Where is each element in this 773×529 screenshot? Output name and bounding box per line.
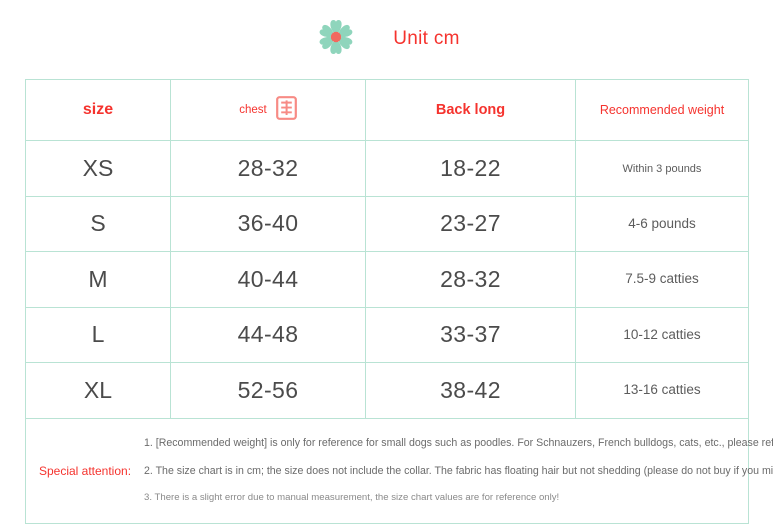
note-list: 1. [Recommended weight] is only for refe… xyxy=(144,437,773,504)
cell-size: M xyxy=(25,251,171,308)
value-recommended-weight: 13-16 catties xyxy=(623,382,701,398)
cell-back-long: 28-32 xyxy=(365,251,576,308)
cell-size: S xyxy=(25,195,171,252)
value-back-long: 38-42 xyxy=(440,376,501,403)
cell-chest: 40-44 xyxy=(170,251,366,308)
cell-recommended-weight: 13-16 catties xyxy=(575,362,749,419)
note-item: 3. There is a slight error due to manual… xyxy=(144,492,560,504)
note-item: 1. [Recommended weight] is only for refe… xyxy=(144,437,773,450)
value-back-long: 23-27 xyxy=(440,210,501,237)
header-label-recommended-weight: Recommended weight xyxy=(599,103,725,117)
cell-recommended-weight: 7.5-9 catties xyxy=(575,251,749,308)
value-back-long: 28-32 xyxy=(440,265,501,292)
value-chest: 40-44 xyxy=(237,265,299,292)
value-back-long: 33-37 xyxy=(440,321,501,348)
measure-tag-icon xyxy=(275,95,297,125)
value-recommended-weight: 4-6 pounds xyxy=(628,215,696,231)
table-row: M 40-44 28-32 7.5-9 catties xyxy=(25,251,749,308)
table-row: XL 52-56 38-42 13-16 catties xyxy=(25,362,749,419)
header-cell-back-long: Back long xyxy=(365,79,576,141)
table-row: S 36-40 23-27 4-6 pounds xyxy=(25,195,749,252)
flower-icon xyxy=(313,14,359,65)
cell-recommended-weight: 4-6 pounds xyxy=(575,195,749,252)
cell-size: XL xyxy=(25,362,171,419)
cell-size: L xyxy=(25,306,171,363)
value-recommended-weight: Within 3 pounds xyxy=(622,163,702,176)
value-recommended-weight: 10-12 catties xyxy=(623,326,701,342)
cell-recommended-weight: 10-12 catties xyxy=(575,306,749,363)
header-cell-recommended-weight: Recommended weight xyxy=(575,79,749,141)
table-row: L 44-48 33-37 10-12 catties xyxy=(25,306,749,363)
value-size: L xyxy=(91,321,105,348)
table-header-row: size chest xyxy=(25,79,749,141)
value-back-long: 18-22 xyxy=(440,154,501,181)
value-chest: 52-56 xyxy=(237,376,299,403)
cell-chest: 52-56 xyxy=(170,362,366,419)
header-cell-size: size xyxy=(25,79,171,141)
header-cell-chest: chest xyxy=(170,79,366,141)
cell-size: XS xyxy=(25,140,171,197)
cell-back-long: 18-22 xyxy=(365,140,576,197)
header-label-size: size xyxy=(82,101,114,118)
cell-chest: 28-32 xyxy=(170,140,366,197)
footer-note-cell: Special attention: 1. [Recommended weigh… xyxy=(25,417,773,524)
unit-label: Unit cm xyxy=(393,28,460,49)
cell-recommended-weight: Within 3 pounds xyxy=(575,140,749,197)
value-recommended-weight: 7.5-9 catties xyxy=(625,271,699,287)
value-size: XS xyxy=(82,154,114,181)
note-item: 2. The size chart is in cm; the size doe… xyxy=(144,464,773,477)
value-chest: 44-48 xyxy=(237,321,299,348)
cell-chest: 36-40 xyxy=(170,195,366,252)
value-chest: 36-40 xyxy=(237,210,299,237)
value-size: XL xyxy=(83,376,113,403)
value-size: M xyxy=(88,265,108,292)
title-bar: Unit cm xyxy=(0,0,773,78)
cell-back-long: 33-37 xyxy=(365,306,576,363)
value-size: S xyxy=(90,210,106,237)
cell-back-long: 38-42 xyxy=(365,362,576,419)
size-chart-table: size chest xyxy=(25,79,773,524)
value-chest: 28-32 xyxy=(237,154,299,181)
footer-note-row: Special attention: 1. [Recommended weigh… xyxy=(25,417,773,524)
header-label-back-long: Back long xyxy=(435,102,506,118)
special-attention-label: Special attention: xyxy=(38,463,132,478)
cell-back-long: 23-27 xyxy=(365,195,576,252)
table-row: XS 28-32 18-22 Within 3 pounds xyxy=(25,140,749,197)
header-label-chest: chest xyxy=(239,104,267,116)
cell-chest: 44-48 xyxy=(170,306,366,363)
